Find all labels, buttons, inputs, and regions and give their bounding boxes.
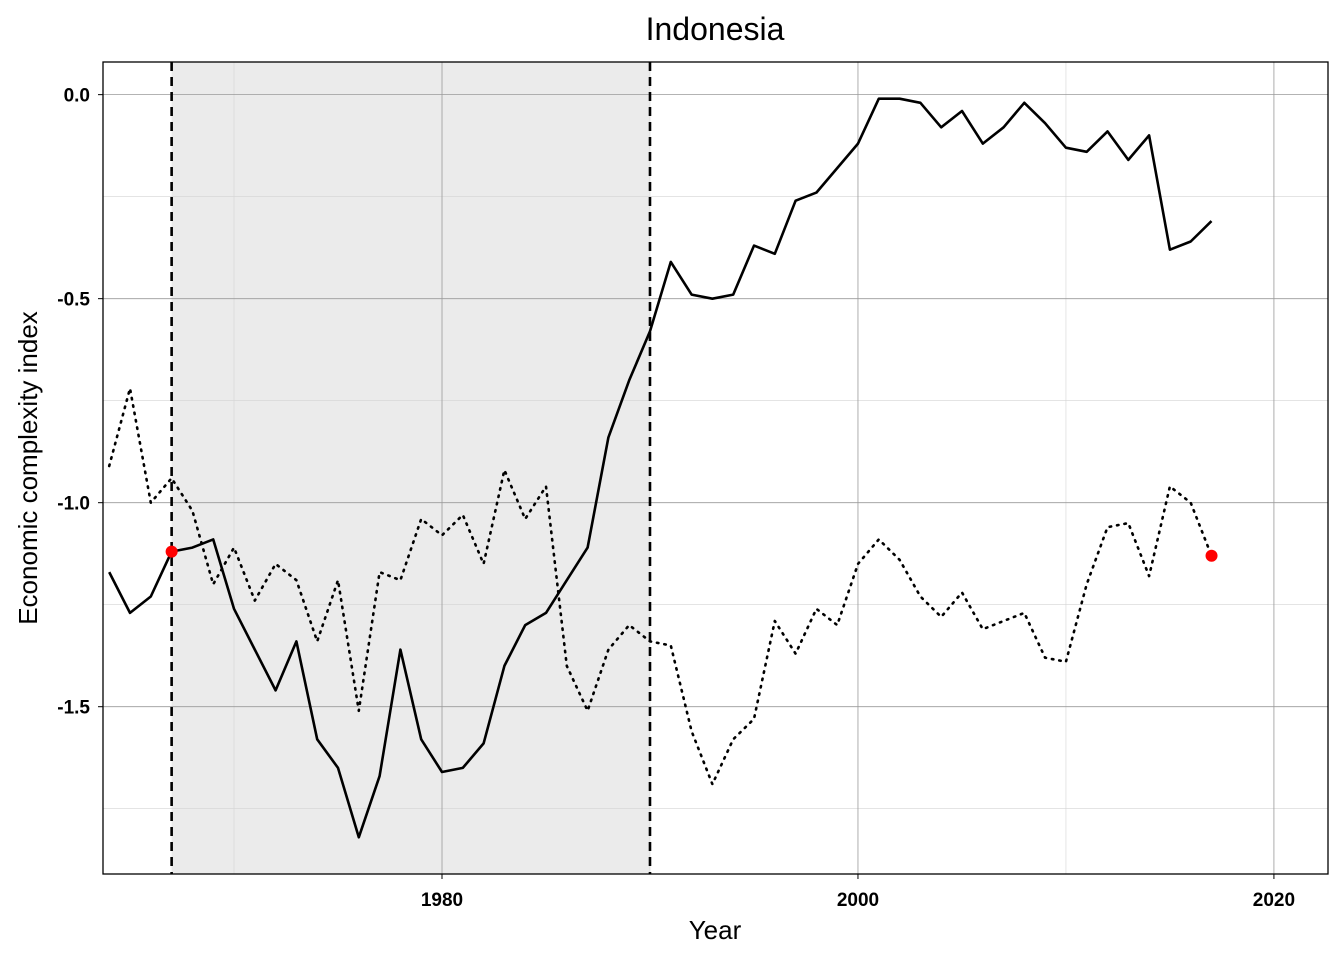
x-axis-title: Year	[689, 915, 742, 945]
y-tick-label: 0.0	[64, 86, 90, 107]
series-line-solid	[108, 97, 1213, 839]
highlight-point	[165, 545, 178, 558]
y-tick-label: -1.5	[57, 698, 90, 719]
highlight-point	[1205, 549, 1218, 562]
shaded-period	[171, 62, 650, 874]
x-tick-label: 2000	[837, 890, 879, 911]
plot-area: 1980 2000 2020 0.0 -0.5 -1.0 -1.5	[57, 61, 1329, 911]
y-axis-title: Economic complexity index	[13, 311, 43, 625]
plot-frame	[102, 61, 1329, 875]
y-tick-label: -1.0	[57, 494, 90, 515]
x-tick-label: 2020	[1253, 890, 1295, 911]
y-tick-label: -0.5	[57, 290, 90, 311]
chart-title: Indonesia	[646, 11, 785, 47]
x-tick-label: 1980	[421, 890, 463, 911]
